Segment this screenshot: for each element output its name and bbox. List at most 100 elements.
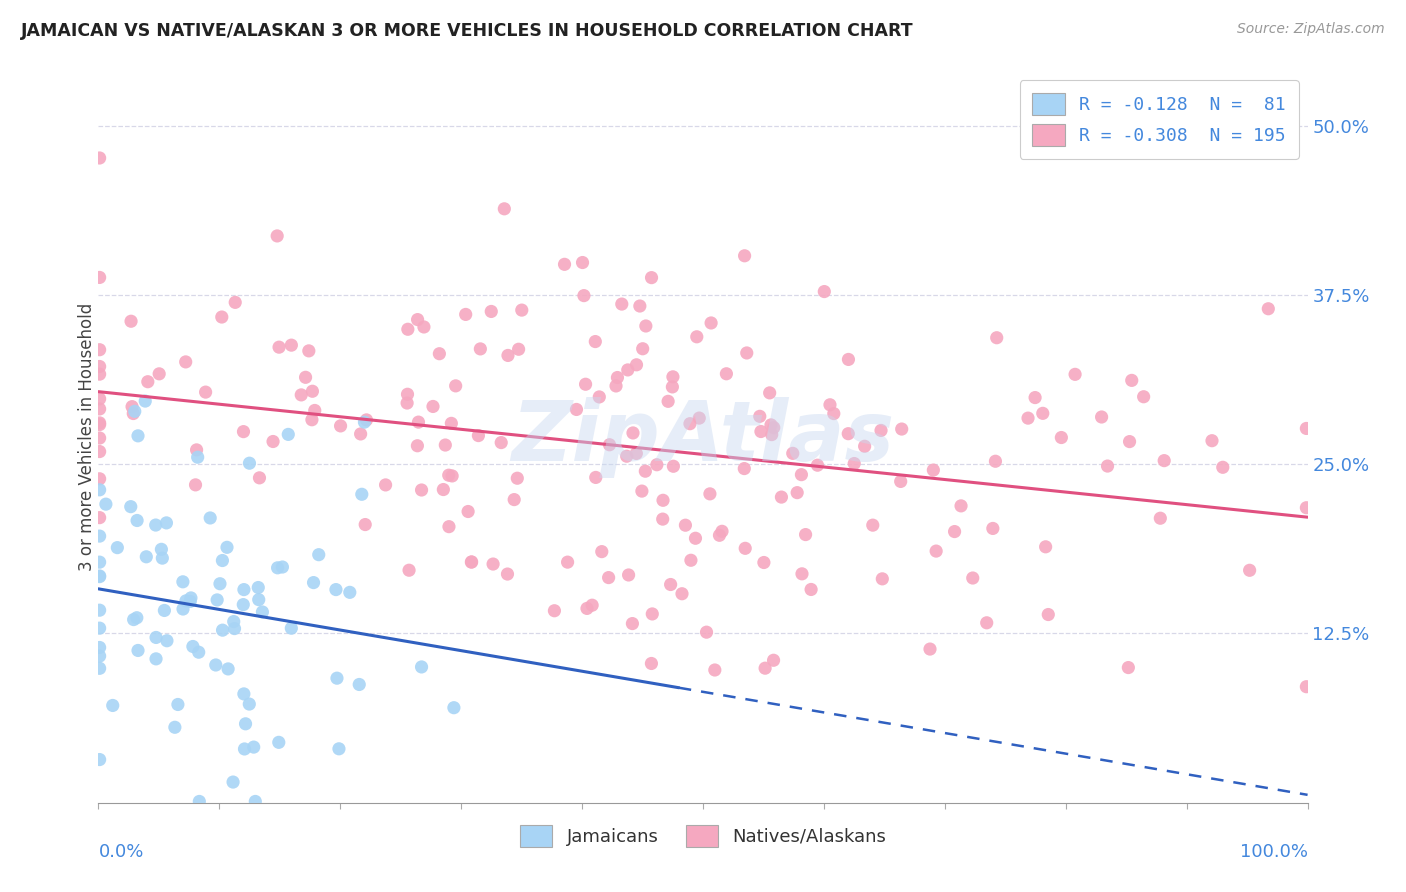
Point — [640, 657, 662, 671]
Point — [262, 434, 284, 449]
Point — [626, 358, 648, 372]
Point — [136, 375, 159, 389]
Point — [233, 742, 256, 756]
Point — [460, 555, 482, 569]
Point — [581, 598, 603, 612]
Point — [266, 561, 288, 575]
Point — [443, 700, 465, 714]
Point — [105, 541, 128, 555]
Point — [174, 355, 197, 369]
Point — [571, 255, 593, 269]
Point — [232, 598, 254, 612]
Point — [583, 334, 606, 349]
Point — [356, 413, 378, 427]
Point — [1295, 500, 1317, 515]
Point — [598, 438, 620, 452]
Point — [156, 633, 179, 648]
Point — [188, 794, 211, 808]
Text: 100.0%: 100.0% — [1240, 843, 1308, 861]
Point — [634, 464, 657, 478]
Point — [280, 338, 302, 352]
Point — [89, 392, 111, 406]
Point — [922, 463, 945, 477]
Point — [610, 297, 633, 311]
Point — [89, 417, 111, 432]
Point — [651, 512, 673, 526]
Point — [696, 625, 718, 640]
Point — [790, 566, 813, 581]
Point — [217, 662, 239, 676]
Point — [1038, 607, 1060, 622]
Point — [1132, 390, 1154, 404]
Point — [800, 582, 823, 597]
Point — [1064, 368, 1087, 382]
Point — [204, 658, 226, 673]
Point — [89, 621, 111, 635]
Point — [598, 571, 620, 585]
Point — [186, 442, 208, 457]
Point — [179, 594, 201, 608]
Point — [1295, 421, 1317, 435]
Point — [437, 468, 460, 483]
Point — [1201, 434, 1223, 448]
Point — [510, 303, 533, 318]
Point — [120, 500, 142, 514]
Point — [565, 402, 588, 417]
Point — [806, 458, 828, 473]
Point — [1212, 460, 1234, 475]
Point — [89, 401, 111, 416]
Point — [1118, 660, 1140, 674]
Point — [844, 457, 866, 471]
Point — [89, 555, 111, 569]
Point — [125, 611, 148, 625]
Point — [950, 499, 973, 513]
Point — [89, 416, 111, 430]
Point — [267, 735, 290, 749]
Point — [679, 417, 702, 431]
Point — [89, 569, 111, 583]
Point — [326, 671, 349, 685]
Point — [818, 398, 841, 412]
Point — [626, 446, 648, 460]
Point — [301, 384, 323, 399]
Point — [770, 490, 793, 504]
Point — [205, 593, 228, 607]
Point — [408, 415, 430, 429]
Point — [986, 331, 1008, 345]
Point — [350, 487, 373, 501]
Point — [374, 478, 396, 492]
Point — [353, 415, 375, 429]
Point — [232, 582, 254, 597]
Point — [1032, 406, 1054, 420]
Point — [89, 444, 111, 458]
Point — [749, 425, 772, 439]
Point — [786, 485, 808, 500]
Point — [662, 369, 685, 384]
Text: JAMAICAN VS NATIVE/ALASKAN 3 OR MORE VEHICLES IN HOUSEHOLD CORRELATION CHART: JAMAICAN VS NATIVE/ALASKAN 3 OR MORE VEH… — [21, 22, 914, 40]
Point — [224, 295, 246, 310]
Point — [645, 458, 668, 472]
Point — [187, 645, 209, 659]
Legend: Jamaicans, Natives/Alaskans: Jamaicans, Natives/Alaskans — [510, 816, 896, 856]
Point — [984, 454, 1007, 468]
Point — [621, 425, 644, 440]
Point — [427, 347, 450, 361]
Point — [347, 677, 370, 691]
Point — [172, 602, 194, 616]
Point — [267, 340, 290, 354]
Point — [554, 257, 576, 271]
Point — [101, 698, 124, 713]
Point — [872, 572, 894, 586]
Point — [700, 316, 723, 330]
Point — [679, 553, 702, 567]
Point — [616, 449, 638, 463]
Point — [271, 560, 294, 574]
Point — [148, 367, 170, 381]
Point — [122, 613, 145, 627]
Point — [134, 394, 156, 409]
Point — [266, 228, 288, 243]
Point — [194, 385, 217, 400]
Point — [396, 322, 419, 336]
Point — [574, 377, 596, 392]
Point — [634, 318, 657, 333]
